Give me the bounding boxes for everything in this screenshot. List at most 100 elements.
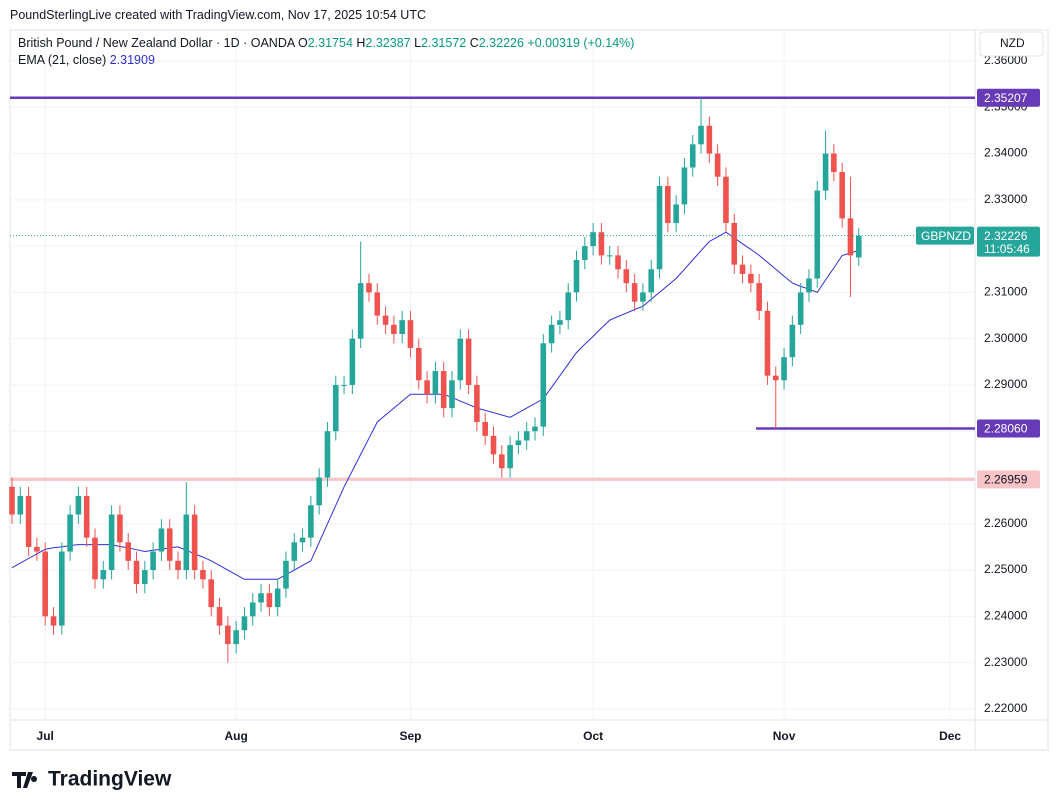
- candle-body: [25, 496, 32, 547]
- candle-body: [399, 320, 405, 335]
- ema-legend: EMA (21, close) 2.31909: [18, 53, 155, 67]
- y-tick-label: 2.31000: [984, 285, 1028, 299]
- candle-body: [83, 496, 90, 538]
- candle-body: [797, 292, 804, 325]
- candle-body: [457, 338, 464, 381]
- candle-body: [332, 384, 339, 432]
- candle-body: [847, 218, 854, 256]
- candle-body: [723, 176, 729, 223]
- candle-body: [158, 528, 165, 552]
- frame: [9, 29, 1049, 751]
- ema-name: EMA (21, close): [18, 53, 107, 67]
- x-tick-label: Dec: [939, 729, 961, 743]
- x-tick-label: Oct: [583, 729, 603, 743]
- y-tick-label: 2.26000: [984, 516, 1028, 530]
- candle-body: [440, 371, 447, 409]
- candle-body: [532, 426, 538, 432]
- ohlc-label: C: [469, 36, 479, 50]
- candle-body: [681, 167, 688, 205]
- candle-body: [17, 496, 24, 515]
- candle-body: [673, 204, 679, 223]
- candle-body: [166, 528, 173, 561]
- candle-body: [831, 153, 837, 173]
- candle-body: [573, 260, 580, 293]
- level-label: 2.35207: [984, 91, 1028, 105]
- y-tick-label: 2.29000: [984, 377, 1028, 391]
- candle-body: [175, 560, 181, 571]
- y-tick-label: 2.24000: [984, 609, 1028, 623]
- candle-body: [565, 292, 572, 321]
- candle-body: [640, 292, 646, 302]
- candle-body: [698, 125, 704, 145]
- level-label: 2.26959: [984, 473, 1028, 487]
- candle-body: [100, 570, 107, 580]
- candle-body: [150, 551, 156, 571]
- candle-body: [631, 283, 638, 302]
- candle-body: [548, 324, 555, 344]
- x-tick-label: Nov: [773, 729, 796, 743]
- currency-button[interactable]: [979, 31, 1044, 57]
- candle-body: [324, 431, 331, 478]
- candle-body: [191, 514, 198, 571]
- candle-body: [424, 380, 430, 395]
- ema-value: 2.31909: [109, 53, 155, 67]
- level-label-box: [977, 419, 1040, 438]
- level-label: 2.28060: [984, 422, 1028, 436]
- logo: [12, 772, 38, 788]
- brand: TradingView: [48, 768, 172, 791]
- candle-body: [274, 588, 281, 608]
- candle-body: [706, 125, 713, 154]
- x-tick-label: Jul: [37, 729, 54, 743]
- candle-body: [133, 560, 140, 584]
- countdown: 11:05:46: [984, 242, 1030, 256]
- candle-body: [50, 616, 57, 626]
- candle-body: [200, 570, 206, 580]
- candle-body: [855, 235, 862, 258]
- candle-body: [357, 283, 364, 339]
- candle-body: [590, 232, 596, 247]
- candle-body: [482, 421, 488, 436]
- candle-body: [748, 273, 754, 284]
- candle-body: [623, 269, 630, 284]
- candle-body: [258, 593, 264, 603]
- ohlc-label: H: [356, 36, 366, 50]
- candle-body: [648, 269, 655, 293]
- candle-body: [233, 630, 239, 645]
- candle-body: [665, 185, 671, 223]
- ohlc-label: L: [414, 36, 422, 50]
- currency[interactable]: NZD: [1000, 36, 1025, 50]
- candle-body: [432, 371, 439, 395]
- candle-body: [142, 570, 148, 584]
- candle-body: [108, 514, 115, 571]
- ohlc-value: 2.31754: [307, 36, 353, 50]
- legend: British Pound / New Zealand Dollar · 1D …: [18, 36, 634, 50]
- candle-body: [814, 190, 821, 279]
- candle-body: [341, 384, 347, 386]
- candle-body: [59, 551, 65, 626]
- candle-body: [756, 283, 762, 311]
- candle-body: [739, 264, 746, 274]
- candle-body: [34, 546, 40, 552]
- candle-body: [490, 435, 497, 455]
- candle-body: [117, 514, 123, 543]
- logo-mark: [12, 772, 38, 788]
- candle-body: [498, 454, 505, 469]
- y-tick-label: 2.36000: [984, 53, 1028, 67]
- candle-body: [449, 380, 455, 409]
- candle-body: [606, 255, 613, 257]
- candle-body: [308, 505, 314, 538]
- price-box: [977, 226, 1040, 257]
- candle-body: [781, 357, 787, 381]
- x-tick-label: Sep: [399, 729, 421, 743]
- candle-body: [656, 185, 663, 270]
- ohlc-value: 2.32226: [478, 36, 524, 50]
- candle-body: [772, 375, 779, 381]
- candle-body: [839, 172, 845, 219]
- candle-body: [266, 593, 273, 608]
- x-tick-label: Aug: [224, 729, 247, 743]
- candle-body: [291, 542, 298, 561]
- candle-body: [42, 551, 48, 617]
- y-tick-label: 2.22000: [984, 701, 1028, 715]
